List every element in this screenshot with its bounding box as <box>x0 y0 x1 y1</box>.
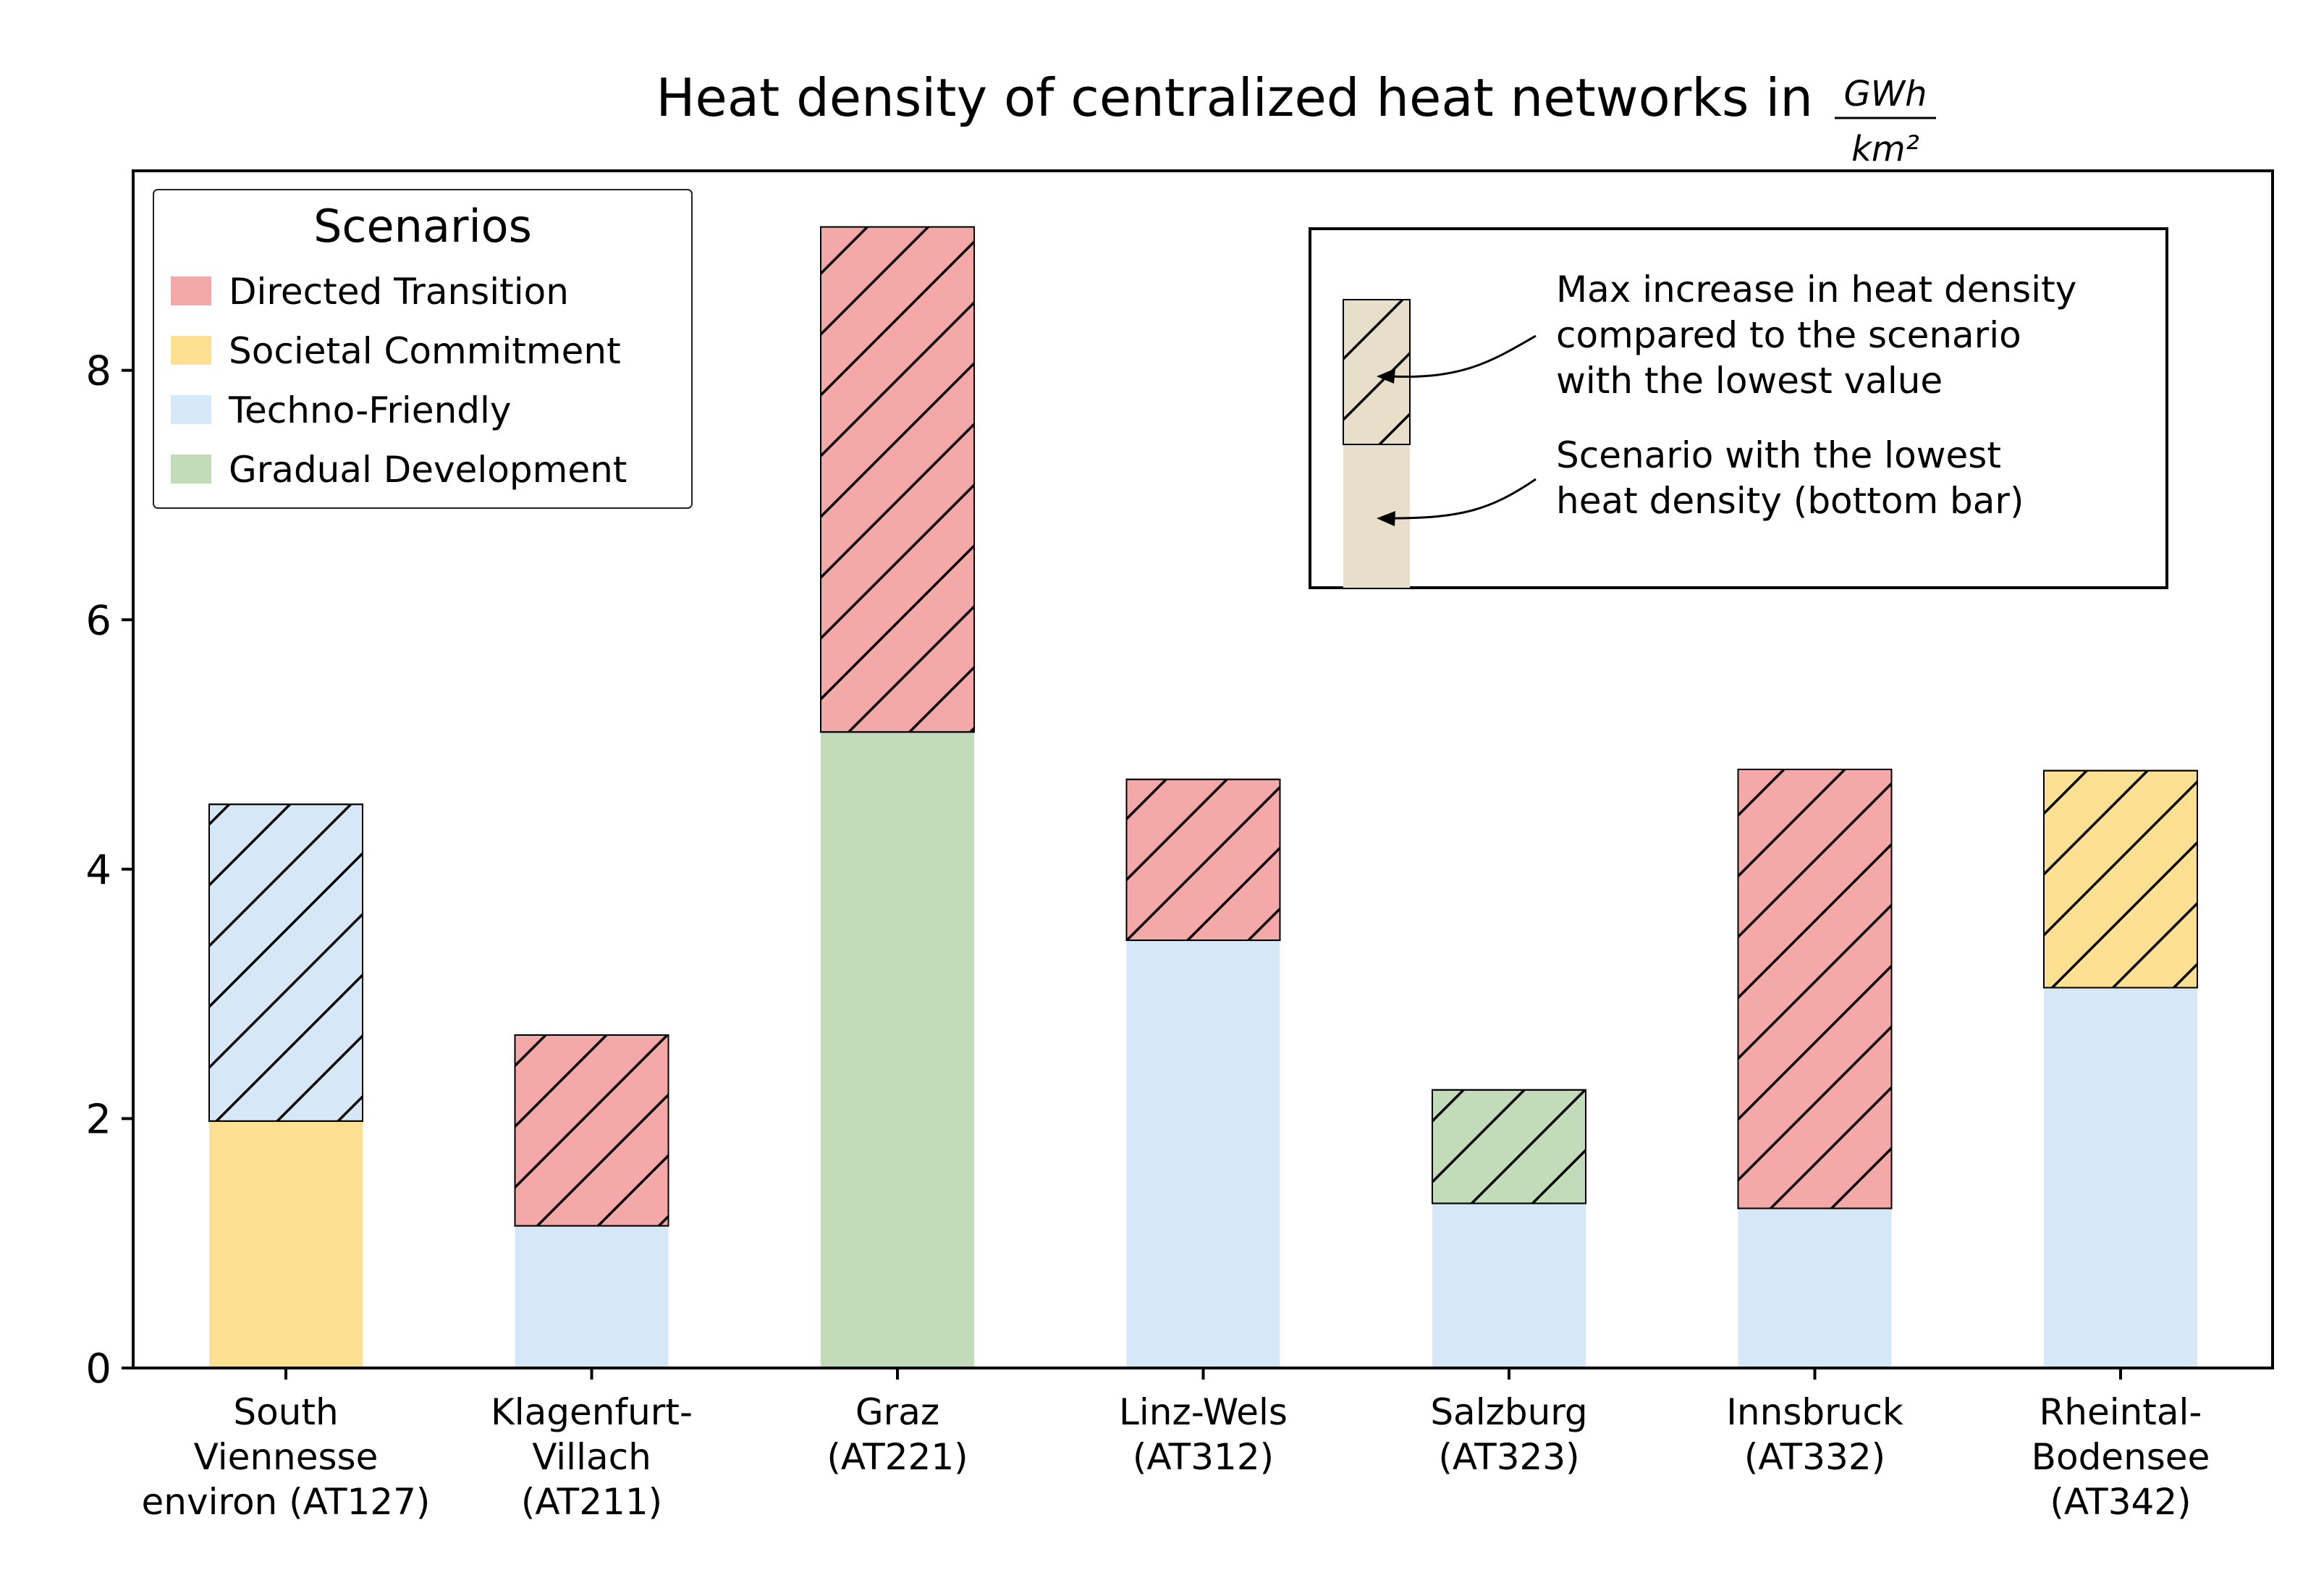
bar-increase-hatch <box>2043 769 2198 989</box>
legend-swatch <box>171 395 211 424</box>
bar-increase-hatch <box>1125 778 1281 942</box>
legend-swatch <box>171 336 211 365</box>
x-tick-label: (AT323) <box>1438 1436 1579 1478</box>
explanation-increase-line: compared to the scenario <box>1556 314 2021 356</box>
legend-label: Directed Transition <box>229 271 569 313</box>
x-tick-label: (AT342) <box>2050 1481 2191 1523</box>
arrow-to-base-head <box>1377 511 1395 526</box>
x-tick-label: (AT211) <box>521 1481 662 1523</box>
x-tick-label: Viennesse <box>194 1436 379 1478</box>
x-tick-label: (AT312) <box>1133 1436 1274 1478</box>
x-tick-label: environ (AT127) <box>142 1481 431 1523</box>
legend: Scenarios Directed Transition Societal Co… <box>153 189 693 509</box>
bar-base <box>515 1225 669 1368</box>
bar-increase-hatch <box>514 1034 669 1227</box>
bar-increase-hatch <box>1432 1089 1586 1204</box>
explanation-increase-line: with the lowest value <box>1556 360 1943 402</box>
x-tick-label: Linz-Wels <box>1119 1391 1288 1433</box>
plot-frame <box>132 169 2274 1369</box>
explanation-base-text: Scenario with the lowest heat density (b… <box>1556 434 2024 522</box>
x-tick-label: Klagenfurt- <box>491 1391 693 1433</box>
explanation-base-swatch <box>1343 444 1410 588</box>
x-tick-label: Salzburg <box>1430 1391 1587 1433</box>
bar-base <box>1738 1208 1892 1368</box>
explanation-base-line: Scenario with the lowest <box>1556 434 2001 476</box>
explanation-base-line: heat density (bottom bar) <box>1556 480 2024 522</box>
bar-increase-hatch <box>820 226 975 733</box>
bar-increase-hatch <box>208 803 363 1122</box>
bar-base <box>821 732 974 1368</box>
bar-base <box>209 1120 363 1368</box>
explanation-box: Max increase in heat density compared to… <box>1309 227 2168 589</box>
legend-label: Gradual Development <box>229 449 627 491</box>
legend-swatch <box>171 276 211 305</box>
title-unit-numerator: GWh <box>1843 74 1927 114</box>
y-tick-label: 8 <box>85 348 111 395</box>
x-tick-label: Innsbruck <box>1726 1391 1903 1433</box>
bar-base <box>2044 987 2197 1368</box>
explanation-increase-line: Max increase in heat density <box>1556 269 2076 311</box>
x-tick-label: (AT332) <box>1744 1436 1885 1478</box>
title-unit-fraction: GWh km² <box>1835 74 1936 169</box>
y-tick-label: 0 <box>85 1346 111 1393</box>
x-tick-label: Bodensee <box>2032 1436 2210 1478</box>
legend-title: Scenarios <box>313 200 532 253</box>
y-axis: 0 2 4 6 8 <box>85 348 133 1393</box>
x-tick-label: Rheintal- <box>2040 1391 2202 1433</box>
legend-swatch <box>171 455 211 484</box>
bar-base <box>1432 1203 1586 1368</box>
legend-label: Techno-Friendly <box>228 389 511 431</box>
y-tick-label: 6 <box>85 597 111 644</box>
legend-frame <box>153 189 693 509</box>
bars-layer <box>208 226 2198 1368</box>
legend-label: Societal Commitment <box>229 330 621 372</box>
explanation-increase-text: Max increase in heat density compared to… <box>1556 269 2088 402</box>
title-unit-denominator: km² <box>1851 129 1919 169</box>
legend-entries: Directed Transition Societal Commitment Te… <box>171 271 627 491</box>
x-tick-label: (AT221) <box>827 1436 968 1478</box>
y-tick-label: 2 <box>85 1096 111 1143</box>
arrow-to-increase-head <box>1377 368 1395 384</box>
explanation-frame <box>1309 227 2168 589</box>
explanation-increase-hatch <box>1343 299 1411 445</box>
arrow-to-increase <box>1390 334 1537 378</box>
y-tick-label: 4 <box>85 847 111 894</box>
x-tick-label: South <box>233 1391 338 1433</box>
bar-base <box>1126 940 1280 1368</box>
chart-title: Heat density of centralized heat network… <box>656 67 1813 128</box>
x-tick-label: Villach <box>532 1436 651 1478</box>
bar-increase-hatch <box>1737 769 1893 1209</box>
arrow-to-base <box>1390 478 1537 520</box>
x-tick-label: Graz <box>855 1391 939 1433</box>
